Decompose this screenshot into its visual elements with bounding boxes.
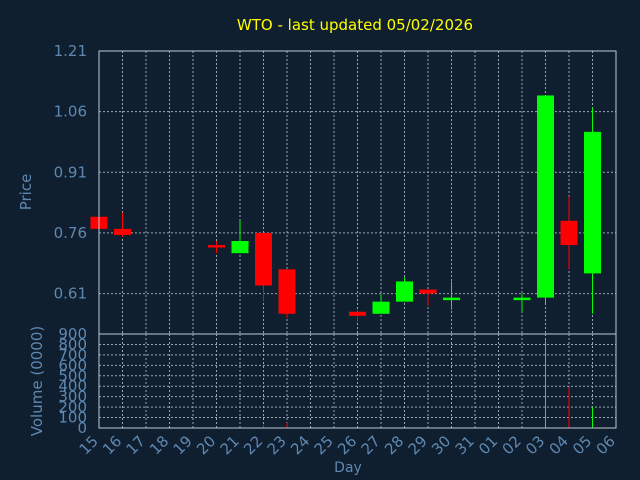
- x-tick-label: 01: [475, 432, 501, 458]
- candle: [114, 212, 131, 237]
- x-tick-label: 22: [240, 432, 266, 458]
- volume-tick-label: 600: [58, 356, 87, 374]
- x-tick-label: 20: [193, 432, 219, 458]
- candle: [419, 289, 437, 306]
- candles: [90, 95, 601, 322]
- price-grid: [98, 50, 617, 334]
- x-tick-label: 18: [146, 432, 172, 458]
- candle: [208, 241, 225, 254]
- volume-tick-label: 300: [58, 388, 87, 406]
- candle-body: [114, 228, 131, 235]
- x-tick-label: 05: [569, 432, 595, 458]
- x-tick-label: 03: [522, 432, 548, 458]
- volume-tick-label: 0: [77, 419, 87, 437]
- candle-body: [255, 232, 272, 286]
- x-tick-label: 04: [546, 432, 572, 458]
- candle-body: [419, 289, 437, 294]
- x-tick-label: 31: [452, 432, 478, 458]
- x-tick-label: 21: [217, 432, 243, 458]
- volume-tick-label: 900: [58, 325, 87, 343]
- volume-tick-label: 700: [58, 346, 87, 364]
- panel-frames: [98, 50, 617, 429]
- candle-body: [278, 269, 296, 314]
- volume-panel-frame: [98, 333, 617, 429]
- volume-tick-label: 500: [58, 367, 87, 385]
- price-tick-label: 0.91: [54, 163, 87, 181]
- price-tick-label: 1.06: [54, 103, 87, 121]
- candle: [560, 196, 578, 270]
- candle: [584, 107, 601, 314]
- x-tick-label: 29: [405, 432, 431, 458]
- candle: [513, 293, 531, 312]
- candle-body: [349, 311, 366, 316]
- x-tick-label: 30: [428, 432, 454, 458]
- x-tick-label: 16: [99, 432, 125, 458]
- x-tick-label: 02: [499, 432, 525, 458]
- price-tick-label: 0.76: [54, 224, 87, 242]
- candle-body: [584, 131, 601, 274]
- candle: [278, 269, 296, 318]
- x-tick-label: 27: [358, 432, 384, 458]
- volume-axis-label: Volume (0000): [28, 326, 46, 436]
- volume-grid: [98, 333, 617, 429]
- candle-body: [560, 220, 578, 246]
- x-tick-label: 17: [123, 432, 149, 458]
- price-tick-labels: 0.61 0.76 0.91 1.06 1.21: [54, 42, 87, 303]
- x-tick-label: 19: [170, 432, 196, 458]
- volume-tick-label: 100: [58, 409, 87, 427]
- x-tick-label: 28: [381, 432, 407, 458]
- candle: [255, 232, 272, 302]
- candle-body: [513, 297, 531, 301]
- x-tick-label: 26: [334, 432, 360, 458]
- volume-tick-label: 800: [58, 335, 87, 353]
- candle: [396, 277, 413, 302]
- price-tick-label: 0.61: [54, 285, 87, 303]
- candle-body: [396, 281, 413, 302]
- candle: [349, 309, 366, 322]
- x-tick-label: 24: [287, 432, 313, 458]
- candle-body: [443, 297, 460, 301]
- y-axis-label: Price: [17, 174, 35, 211]
- candle-body: [537, 95, 554, 298]
- candle: [537, 95, 554, 304]
- x-tick-labels: 1516171819202122232425262728293031010203…: [76, 432, 619, 458]
- x-tick-label: 25: [311, 432, 337, 458]
- volume-bars: [263, 340, 593, 428]
- price-tick-label: 1.21: [54, 42, 87, 60]
- x-axis-label: Day: [334, 460, 362, 476]
- volume-tick-label: 400: [58, 377, 87, 395]
- candle: [372, 293, 390, 314]
- candle: [443, 281, 460, 310]
- candle-body: [372, 301, 390, 314]
- chart-title: WTO - last updated 05/02/2026: [237, 16, 473, 34]
- candle-body: [208, 245, 225, 248]
- candle: [231, 220, 249, 254]
- candle-body: [231, 241, 249, 254]
- volume-tick-label: 200: [58, 398, 87, 416]
- x-tick-label: 23: [264, 432, 290, 458]
- x-tick-label: 06: [593, 432, 619, 458]
